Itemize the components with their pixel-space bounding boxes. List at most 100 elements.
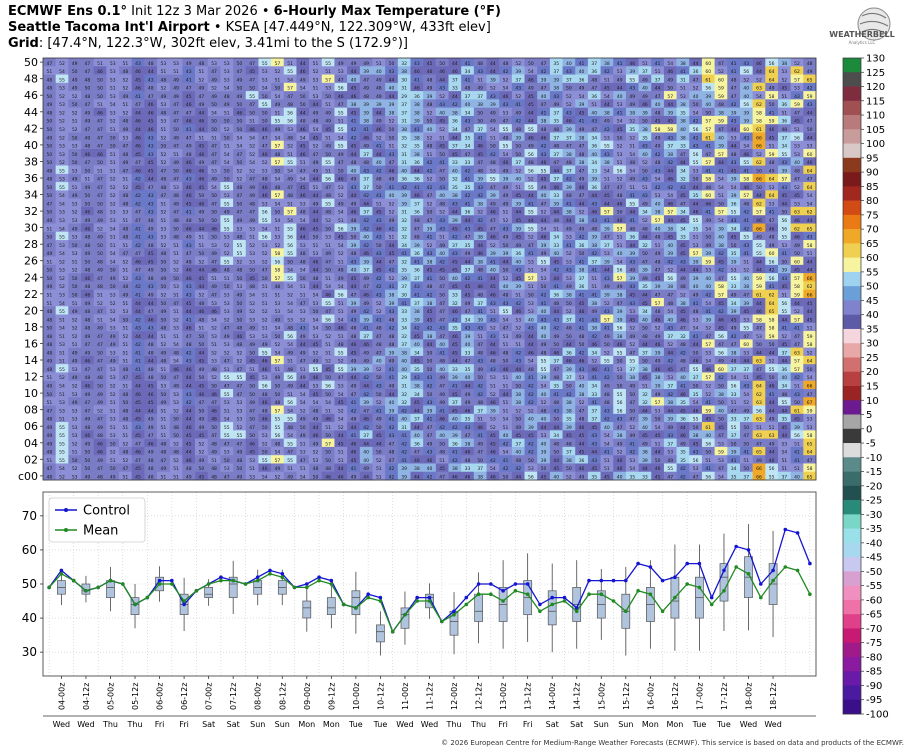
heatmap-cell bbox=[106, 455, 120, 464]
heatmap-cell-value: 54 bbox=[59, 226, 65, 232]
heatmap-cell-value: 49 bbox=[300, 375, 306, 381]
heatmap-cell bbox=[195, 182, 209, 191]
heatmap-cell-value: 31 bbox=[401, 152, 407, 158]
heatmap-cell-value: 53 bbox=[110, 367, 116, 373]
heatmap-cell-value: 40 bbox=[541, 441, 547, 447]
heatmap-cell bbox=[182, 281, 196, 290]
heatmap-cell-value: 52 bbox=[59, 259, 65, 265]
heatmap-cell-value: 48 bbox=[186, 259, 192, 265]
heatmap-cell bbox=[182, 297, 196, 307]
heatmap-cell-value: 57 bbox=[287, 86, 293, 92]
heatmap-cell-value: 54 bbox=[110, 102, 116, 108]
heatmap-cell-value: 55 bbox=[503, 144, 509, 150]
heatmap-cell-value: 50 bbox=[275, 168, 281, 174]
heatmap-cell-value: 52 bbox=[427, 110, 433, 116]
heatmap-cell-value: 46 bbox=[579, 425, 585, 431]
heatmap-cell-value: 35 bbox=[401, 268, 407, 274]
heatmap-cell bbox=[169, 347, 183, 357]
heatmap-cell-value: 45 bbox=[655, 276, 661, 282]
heatmap-cell-value: 57 bbox=[604, 210, 610, 216]
heatmap-cell-value: 50 bbox=[376, 392, 382, 398]
heatmap-cell-value: 39 bbox=[363, 102, 369, 108]
heatmap-cell-value: 52 bbox=[262, 441, 268, 447]
heatmap-cell-value: 52 bbox=[161, 292, 167, 298]
heatmap-cell bbox=[106, 273, 120, 282]
heatmap-cell-value: 51 bbox=[173, 243, 179, 249]
heatmap-cell bbox=[55, 173, 69, 183]
heatmap-cell-value: 42 bbox=[503, 69, 509, 75]
heatmap-cell-value: 50 bbox=[72, 276, 78, 282]
heatmap-cell-value: 49 bbox=[351, 177, 357, 183]
heatmap-cell-value: 43 bbox=[186, 243, 192, 249]
heatmap-cell-value: 46 bbox=[655, 317, 661, 323]
heatmap-cell-value: 50 bbox=[161, 375, 167, 381]
heatmap-cell bbox=[195, 231, 209, 241]
heatmap-cell-value: 50 bbox=[161, 284, 167, 290]
heatmap-cell-value: 43 bbox=[591, 433, 597, 439]
heatmap-cell-value: 49 bbox=[313, 160, 319, 166]
heatmap-cell bbox=[131, 364, 145, 373]
heatmap-cell-value: 55 bbox=[338, 350, 344, 356]
heatmap-cell-value: 51 bbox=[123, 350, 129, 356]
heatmap-cell-value: 47 bbox=[186, 110, 192, 116]
heatmap-cell-value: 43 bbox=[376, 218, 382, 224]
heatmap-cell-value: 50 bbox=[249, 350, 255, 356]
heatmap-cell-value: 46 bbox=[376, 127, 382, 133]
heatmap-cell-value: 49 bbox=[186, 144, 192, 150]
header-line-1: ECMWF Ens 0.1° Init 12z 3 Mar 2026 • 6-H… bbox=[8, 4, 808, 20]
heatmap-cell bbox=[131, 471, 145, 481]
heatmap-cell bbox=[144, 231, 158, 241]
heatmap-cell bbox=[43, 297, 56, 307]
heatmap-cell bbox=[182, 355, 196, 365]
heatmap-cell-value: 47 bbox=[338, 160, 344, 166]
heatmap-cell-value: 54 bbox=[503, 152, 509, 158]
heatmap-cell bbox=[43, 190, 56, 199]
heatmap-cell-value: 52 bbox=[72, 94, 78, 100]
heatmap-cell bbox=[169, 422, 183, 431]
heatmap-cell-value: 48 bbox=[123, 392, 129, 398]
heatmap-cell-value: 46 bbox=[186, 276, 192, 282]
heatmap-cell-value: 49 bbox=[313, 441, 319, 447]
heatmap-cell-value: 34 bbox=[553, 433, 559, 439]
heatmap-cell-value: 46 bbox=[135, 69, 141, 75]
heatmap-cell bbox=[68, 231, 82, 241]
heatmap-cell-value: 34 bbox=[401, 326, 407, 332]
heatmap-cell-value: 32 bbox=[642, 243, 648, 249]
heatmap-cell bbox=[182, 422, 196, 431]
heatmap-cell-value: 47 bbox=[604, 185, 610, 191]
heatmap-cell-value: 51 bbox=[300, 284, 306, 290]
heatmap-cell-value: 46 bbox=[237, 334, 243, 340]
heatmap-cell-value: 48 bbox=[148, 342, 154, 348]
heatmap-cell-value: 49 bbox=[642, 77, 648, 83]
heatmap-cell-value: 47 bbox=[642, 259, 648, 265]
heatmap-cell-value: 50 bbox=[376, 450, 382, 456]
heatmap-cell-value: 56 bbox=[275, 259, 281, 265]
heatmap-cell-value: 48 bbox=[591, 77, 597, 83]
heatmap-cell bbox=[68, 455, 82, 464]
heatmap-cell-value: 37 bbox=[566, 375, 572, 381]
heatmap-cell-value: 53 bbox=[72, 251, 78, 257]
heatmap-cell-value: 41 bbox=[579, 317, 585, 323]
heatmap-cell-value: 51 bbox=[591, 102, 597, 108]
heatmap-cell-value: 42 bbox=[363, 243, 369, 249]
heatmap-cell-value: 50 bbox=[566, 86, 572, 92]
heatmap-cell-value: 47 bbox=[477, 160, 483, 166]
heatmap-cell-value: 54 bbox=[338, 317, 344, 323]
heatmap-cell-value: 37 bbox=[642, 350, 648, 356]
heatmap-cell-value: 57 bbox=[287, 210, 293, 216]
heatmap-cell bbox=[182, 248, 196, 257]
heatmap-cell-value: 51 bbox=[325, 342, 331, 348]
heatmap-cell-value: 41 bbox=[503, 458, 509, 464]
heatmap-cell-value: 39 bbox=[604, 259, 610, 265]
heatmap-cell-value: 54 bbox=[313, 400, 319, 406]
heatmap-cell bbox=[55, 388, 69, 398]
heatmap-cell bbox=[106, 124, 120, 133]
heatmap-cell-value: 39 bbox=[414, 317, 420, 323]
heatmap-cell-value: 50 bbox=[173, 417, 179, 423]
heatmap-cell-value: 51 bbox=[110, 127, 116, 133]
heatmap-cell-value: 53 bbox=[72, 392, 78, 398]
heatmap-cell-value: 50 bbox=[427, 119, 433, 125]
heatmap-cell-value: 58 bbox=[655, 127, 661, 133]
heatmap-cell-value: 48 bbox=[275, 441, 281, 447]
heatmap-cell-value: 37 bbox=[452, 243, 458, 249]
